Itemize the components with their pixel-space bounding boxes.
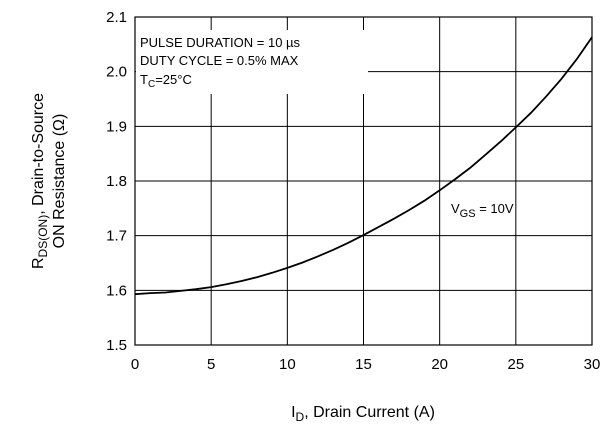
x-axis-title-main: I	[291, 404, 295, 421]
y-tick-label: 2.1	[106, 9, 127, 26]
x-axis-title: ID, Drain Current (A)	[291, 404, 435, 424]
tc-rest: =25°C	[155, 72, 192, 87]
y-tick-labels: 1.5 1.6 1.7 1.8 1.9 2.0 2.1	[106, 9, 127, 354]
series-label-sub: GS	[460, 208, 476, 220]
y-tick-label: 1.7	[106, 228, 127, 245]
y-tick-label: 1.5	[106, 337, 127, 354]
x-tick-label: 10	[279, 356, 296, 373]
y-axis-title-rest: , Drain-to-Source	[30, 93, 47, 215]
series-label-vgs: VGS = 10V	[451, 201, 514, 220]
x-tick-labels: 0 5 10 15 20 25 30	[131, 356, 601, 373]
x-tick-label: 30	[584, 356, 601, 373]
x-axis-title-rest: , Drain Current (A)	[304, 404, 435, 421]
x-tick-label: 25	[507, 356, 524, 373]
x-tick-label: 15	[355, 356, 372, 373]
y-axis-title-main: R	[30, 257, 47, 269]
plot-frame	[134, 16, 593, 346]
tc-main: T	[140, 72, 148, 87]
y-tick-label: 1.8	[106, 173, 127, 190]
duty-cycle-note: DUTY CYCLE = 0.5% MAX	[140, 53, 299, 68]
conditions-box	[136, 30, 368, 94]
x-tick-label: 20	[431, 356, 448, 373]
x-tick-label: 0	[131, 356, 139, 373]
y-tick-label: 2.0	[106, 64, 127, 81]
y-axis-title-line2: ON Resistance (Ω)	[51, 114, 68, 249]
case-temperature-note: TC=25°C	[140, 72, 192, 90]
y-axis-title: RDS(ON), Drain-to-Source ON Resistance (…	[30, 93, 68, 269]
series-line-vgs-10v	[134, 36, 593, 296]
y-axis-title-line1: RDS(ON), Drain-to-Source	[30, 93, 50, 269]
y-tick-label: 1.6	[106, 282, 127, 299]
pulse-duration-note: PULSE DURATION = 10 µs	[140, 35, 301, 50]
y-tick-label: 1.9	[106, 118, 127, 135]
x-tick-label: 5	[207, 356, 215, 373]
tc-sub: C	[148, 79, 155, 90]
series-label-rest: = 10V	[476, 201, 514, 216]
x-axis-title-sub: D	[296, 410, 305, 424]
y-axis-title-sub: DS(ON)	[36, 215, 50, 258]
series-label-main: V	[451, 201, 460, 216]
